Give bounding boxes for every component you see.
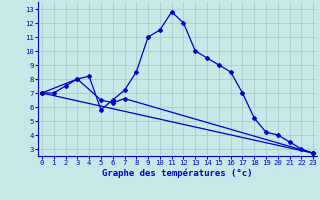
X-axis label: Graphe des températures (°c): Graphe des températures (°c) — [102, 169, 253, 178]
